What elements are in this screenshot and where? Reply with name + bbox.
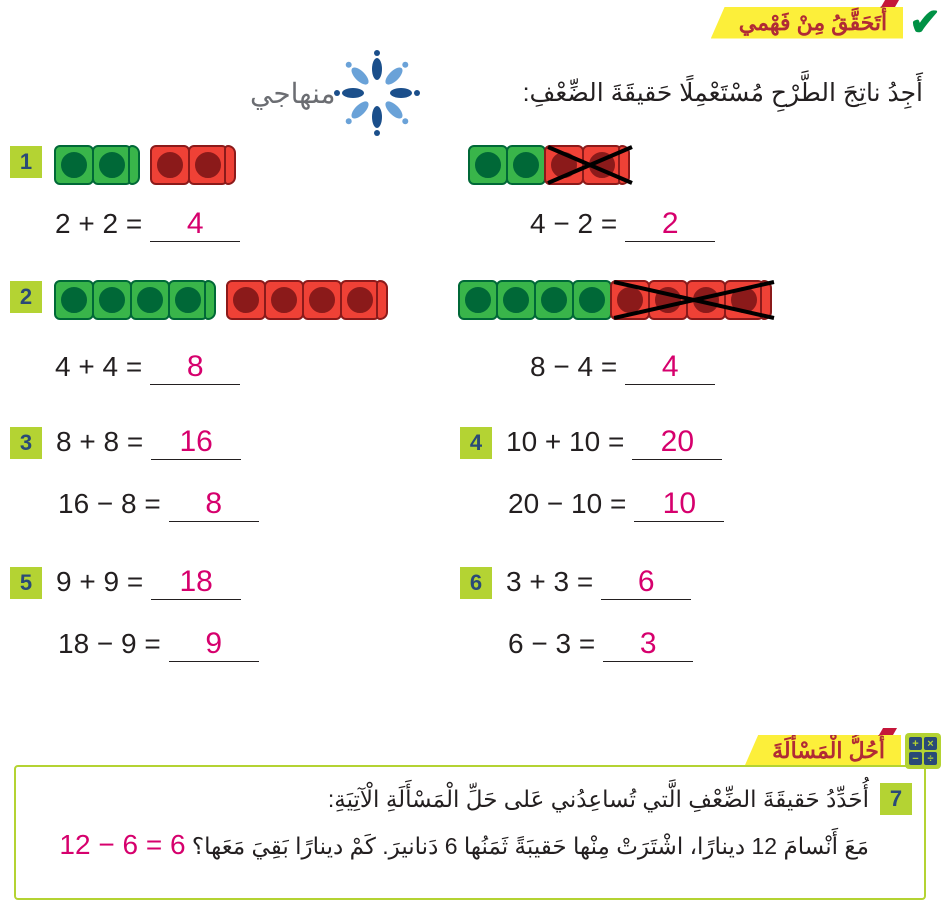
ans-3-add: 16	[180, 425, 213, 458]
ex-number-7: 7	[880, 783, 912, 815]
cubes-ex2-right	[460, 280, 784, 320]
eq-5-sub: 18 − 9 = 9	[58, 627, 259, 662]
ans-4-sub: 10	[663, 487, 696, 520]
header-title: أَتَحَقَّقُ مِنْ فَهْمي	[711, 7, 903, 39]
ex-number-2: 2	[10, 281, 42, 313]
eq-5-add: 9 + 9 = 18	[56, 565, 241, 600]
ans-2-add: 8	[187, 350, 204, 383]
eq-6-add: 3 + 3 = 6	[506, 565, 691, 600]
ex-number-3: 3	[10, 427, 42, 459]
solve-line2: مَعَ أَنْسامَ 12 دينارًا، اشْتَرَتْ مِنْ…	[30, 820, 869, 870]
solve-banner: أَحُلُّ الْمَسْأَلَةَ + × − ÷	[744, 733, 941, 769]
eq-2-add: 4 + 4 = 8	[55, 350, 240, 385]
eq-6-sub: 6 − 3 = 3	[508, 627, 693, 662]
solve-line1: أُحَدِّدُ حَقيقَةَ الضِّعْفِ الَّتي تُسا…	[30, 779, 869, 820]
ex-number-4: 4	[460, 427, 492, 459]
eq-4-add: 10 + 10 = 20	[506, 425, 722, 460]
eq-4-sub: 20 − 10 = 10	[508, 487, 724, 522]
ans-5-add: 18	[180, 565, 213, 598]
logo-star-icon	[342, 58, 412, 128]
solve-box: 7 أُحَدِّدُ حَقيقَةَ الضِّعْفِ الَّتي تُ…	[14, 765, 926, 900]
ex-number-6: 6	[460, 567, 492, 599]
cubes-ex1-right	[470, 145, 642, 185]
ex-number-5: 5	[10, 567, 42, 599]
solve-answer: 12 − 6 = 6	[59, 820, 185, 870]
eq-3-sub: 16 − 8 = 8	[58, 487, 259, 522]
ans-1-sub: 2	[662, 207, 679, 240]
logo: منهاجي	[250, 58, 412, 128]
ans-1-add: 4	[187, 207, 204, 240]
header-badge: أَتَحَقَّقُ مِنْ فَهْمي ✔	[711, 0, 941, 45]
checkmark-icon: ✔	[909, 0, 941, 45]
eq-3-add: 8 + 8 = 16	[56, 425, 241, 460]
eq-2-sub: 8 − 4 = 4	[530, 350, 715, 385]
logo-text: منهاجي	[250, 77, 336, 110]
ans-6-sub: 3	[640, 627, 657, 660]
eq-1-add: 2 + 2 = 4	[55, 207, 240, 242]
ans-6-add: 6	[638, 565, 655, 598]
ans-3-sub: 8	[205, 487, 222, 520]
ex-number-1: 1	[10, 146, 42, 178]
ans-5-sub: 9	[205, 627, 222, 660]
calculator-icon: + × − ÷	[905, 733, 941, 769]
ans-4-add: 20	[661, 425, 694, 458]
instruction-text: أَجِدُ ناتِجَ الطَّرْحِ مُسْتَعْمِلًا حَ…	[523, 78, 923, 108]
cubes-ex1-left	[56, 145, 248, 185]
ans-2-sub: 4	[662, 350, 679, 383]
eq-1-sub: 4 − 2 = 2	[530, 207, 715, 242]
solve-title: أَحُلُّ الْمَسْأَلَةَ	[744, 735, 901, 767]
cubes-ex2-left	[56, 280, 400, 320]
